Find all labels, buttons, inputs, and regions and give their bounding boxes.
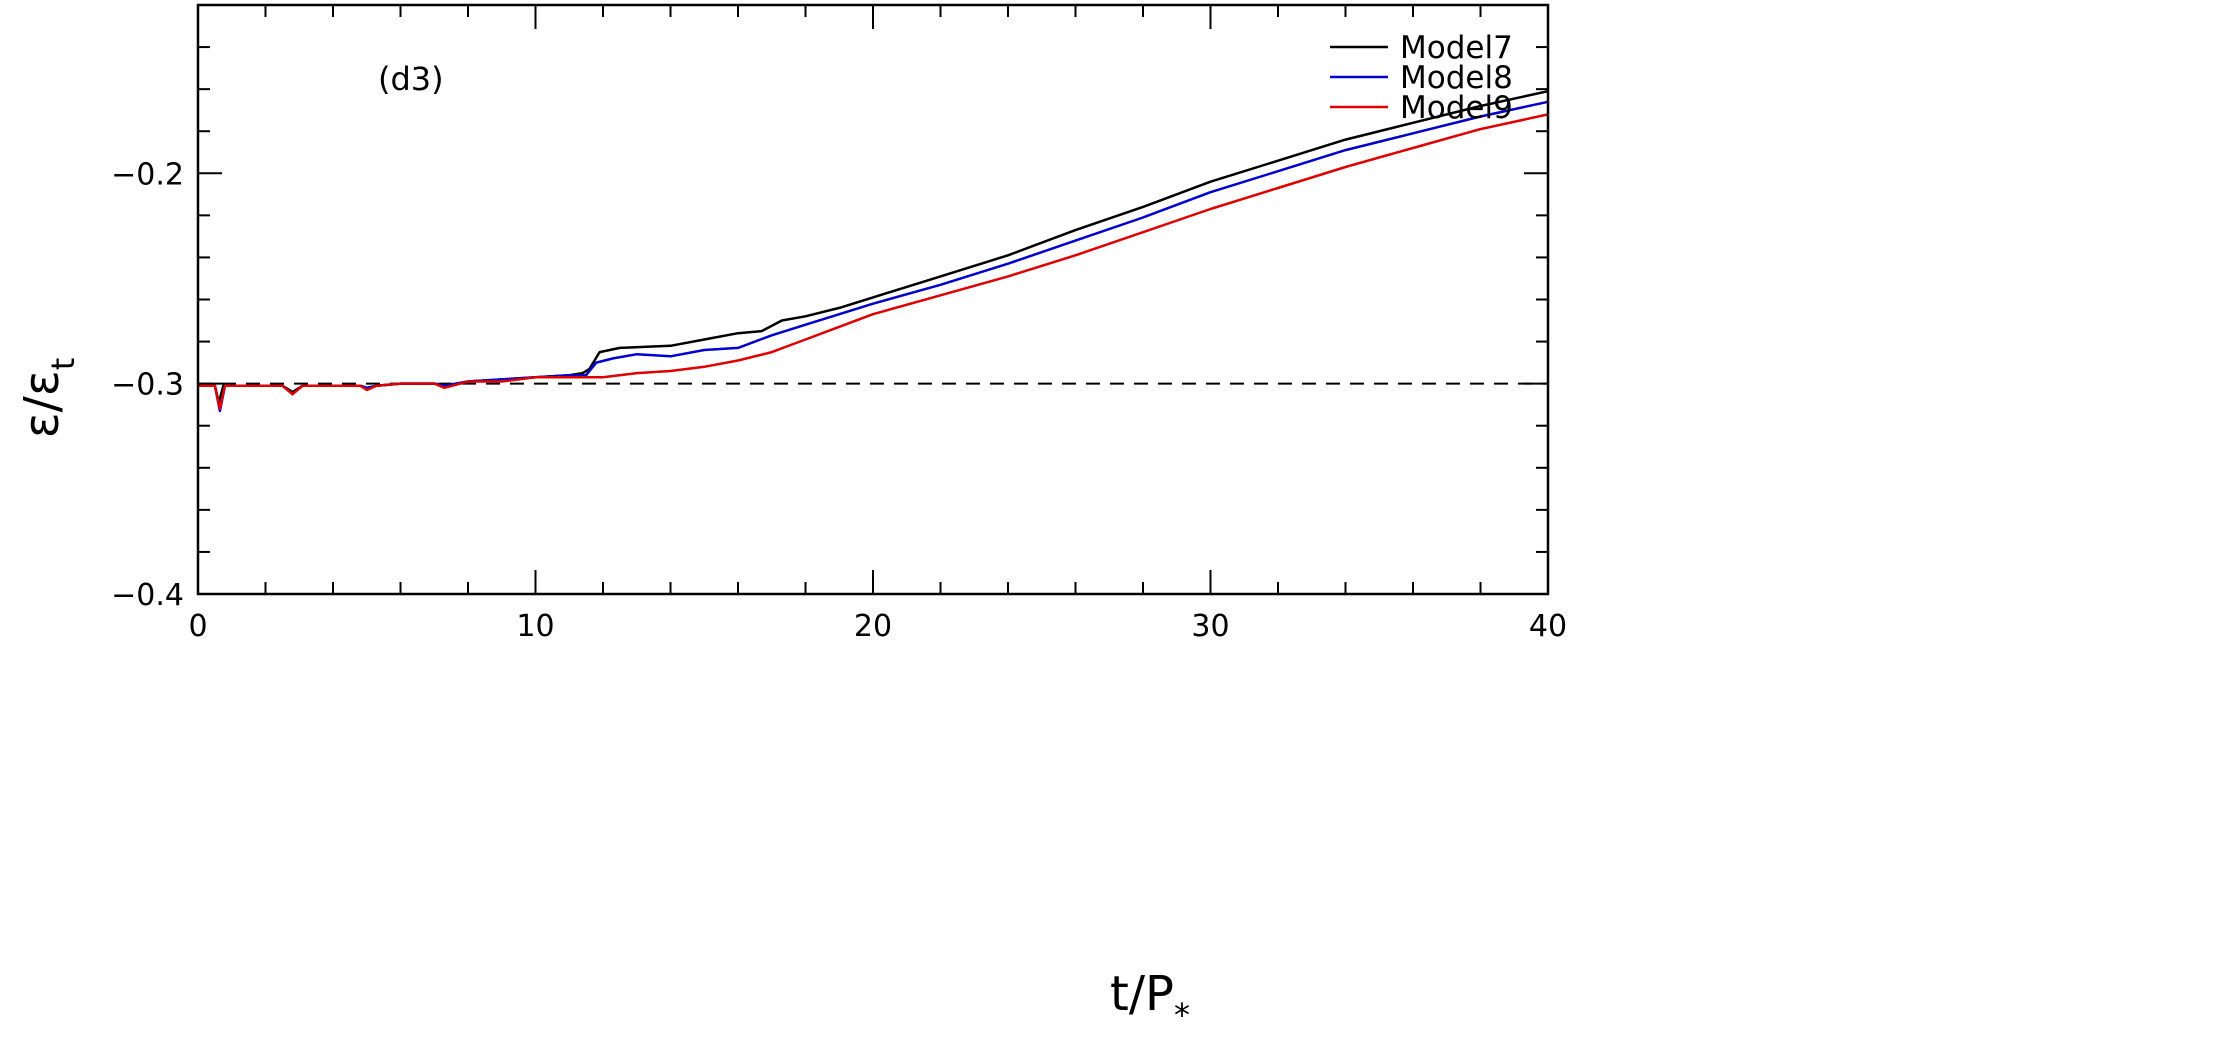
legend-label-model8: Model8 [1400,60,1513,96]
tick-labels: 0 10 20 30 40 −0.4 −0.3 −0.2 [111,157,1567,644]
y-axis-label: ε/εt [14,358,82,439]
x-tick-label: 40 [1529,609,1567,644]
plot-frame [196,3,1550,596]
x-axis-label-main: t/P [1110,966,1174,1022]
x-tick-label: 20 [854,609,892,644]
y-tick-label: −0.2 [111,157,184,192]
legend-label-model9: Model9 [1400,90,1513,126]
x-tick-label: 30 [1191,609,1229,644]
x-tick-label: 0 [188,609,207,644]
series-line-model9 [198,113,1549,411]
y-tick-label: −0.4 [111,578,184,613]
x-tick-label: 10 [516,609,554,644]
x-axis-label-sub: * [1174,996,1190,1034]
series-lines [198,89,1549,413]
tick-marks [197,4,1549,595]
series-line-model7 [198,89,1549,404]
x-axis-label: t/P* [1110,966,1190,1034]
y-axis-label-sub: t [44,358,82,371]
legend-label-model7: Model7 [1400,30,1513,66]
y-axis-label-main: ε/ε [14,370,70,438]
panel-label: (d3) [378,60,444,98]
y-tick-label: −0.3 [111,368,184,403]
series-line-model8 [198,100,1549,413]
